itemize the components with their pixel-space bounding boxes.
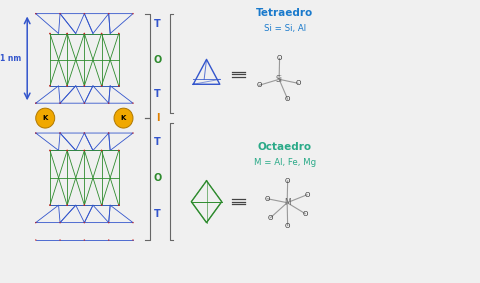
Text: O: O	[268, 215, 273, 221]
Text: O: O	[256, 82, 262, 88]
Text: K: K	[43, 115, 48, 121]
Text: Si = Si, Al: Si = Si, Al	[264, 24, 306, 33]
Text: Octaedro: Octaedro	[258, 142, 312, 152]
Text: T: T	[154, 89, 161, 100]
Text: O: O	[154, 173, 162, 183]
Text: O: O	[277, 55, 282, 61]
Text: M = Al, Fe, Mg: M = Al, Fe, Mg	[254, 158, 316, 167]
Text: T: T	[154, 137, 161, 147]
Text: T: T	[154, 209, 161, 219]
Text: O: O	[304, 192, 310, 198]
Circle shape	[36, 108, 55, 128]
Text: O: O	[295, 80, 301, 86]
Text: O: O	[154, 55, 162, 65]
Text: I: I	[156, 113, 159, 123]
Text: O: O	[285, 223, 290, 229]
Text: O: O	[264, 196, 270, 202]
Text: M: M	[284, 198, 290, 207]
Text: Si: Si	[276, 75, 283, 84]
Circle shape	[114, 108, 133, 128]
Text: T: T	[154, 19, 161, 29]
Text: O: O	[302, 211, 308, 217]
Text: K: K	[121, 115, 126, 121]
Text: 1 nm: 1 nm	[0, 54, 22, 63]
Text: O: O	[285, 96, 290, 102]
Text: O: O	[285, 178, 290, 184]
Text: Tetraedro: Tetraedro	[256, 8, 313, 18]
